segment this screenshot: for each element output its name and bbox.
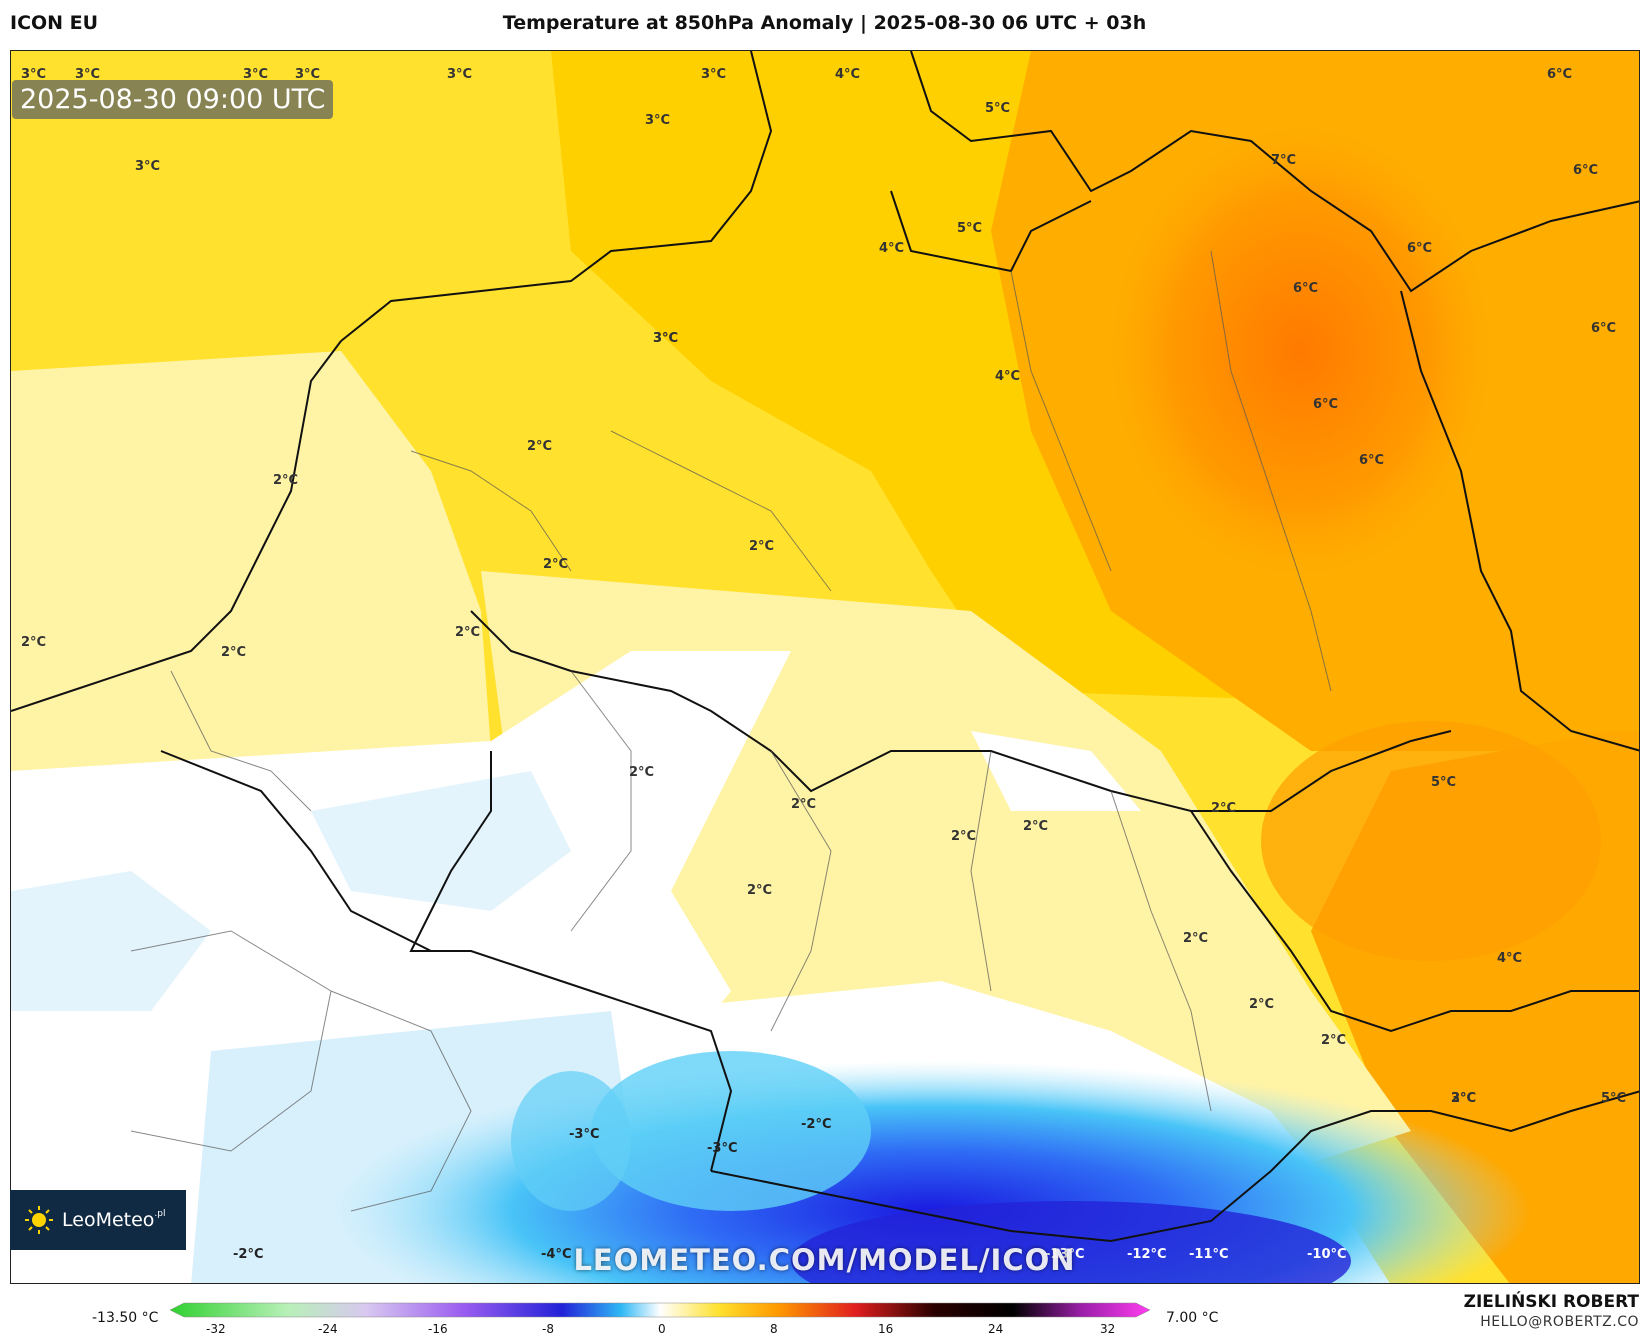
contour-label: 6°C bbox=[1407, 241, 1433, 256]
contour-label: 2°C bbox=[543, 557, 569, 572]
leometeo-logo[interactable]: LeoMeteo.pl bbox=[10, 1190, 186, 1250]
colorbar-tick: 24 bbox=[988, 1322, 1004, 1336]
contour-label: 3°C bbox=[653, 331, 679, 346]
contour-label: 5°C bbox=[985, 101, 1011, 116]
contour-label: 5°C bbox=[1601, 1091, 1627, 1106]
colorbar bbox=[170, 1302, 1150, 1318]
contour-label: 6°C bbox=[1591, 321, 1617, 336]
logo-text: LeoMeteo.pl bbox=[62, 1209, 166, 1231]
author-name: ZIELIŃSKI ROBERT bbox=[1463, 1292, 1639, 1312]
contour-label: 3°C bbox=[1451, 1091, 1477, 1106]
contour-label: 3°C bbox=[21, 67, 47, 82]
contour-label: -12°C bbox=[1127, 1247, 1167, 1262]
contour-label: 2°C bbox=[629, 765, 655, 780]
contour-label: 5°C bbox=[1431, 775, 1457, 790]
contour-label: 2°C bbox=[1211, 801, 1237, 816]
colorbar-tick: -32 bbox=[206, 1322, 226, 1336]
contour-label: 2°C bbox=[749, 539, 775, 554]
contour-label: -4°C bbox=[541, 1247, 572, 1262]
contour-label: 2°C bbox=[791, 797, 817, 812]
contour-label: 3°C bbox=[447, 67, 473, 82]
sun-icon bbox=[25, 1206, 53, 1234]
colorbar-tick: 8 bbox=[770, 1322, 778, 1336]
contour-label: 6°C bbox=[1573, 163, 1599, 178]
contour-label: 2°C bbox=[1321, 1033, 1347, 1048]
colorbar-tick: 16 bbox=[878, 1322, 894, 1336]
contour-label: 6°C bbox=[1359, 453, 1385, 468]
author-email[interactable]: HELLO@ROBERTZ.CO bbox=[1480, 1314, 1639, 1330]
contour-label: -10°C bbox=[1307, 1247, 1347, 1262]
contour-label: 4°C bbox=[879, 241, 905, 256]
contour-label: 2°C bbox=[1023, 819, 1049, 834]
colorbar-tick: 32 bbox=[1100, 1322, 1116, 1336]
colorbar-tick: 0 bbox=[658, 1322, 666, 1336]
watermark: LEOMETEO.COM/MODEL/ICON bbox=[573, 1243, 1076, 1277]
contour-label: 6°C bbox=[1547, 67, 1573, 82]
contour-label: 2°C bbox=[951, 829, 977, 844]
colorbar-max-label: 7.00 °C bbox=[1166, 1310, 1219, 1326]
contour-label: -11°C bbox=[1189, 1247, 1229, 1262]
contour-label: -3°C bbox=[569, 1127, 600, 1142]
contour-label: -2°C bbox=[233, 1247, 264, 1262]
chart-title: Temperature at 850hPa Anomaly | 2025-08-… bbox=[502, 12, 1147, 34]
contour-label: 2°C bbox=[747, 883, 773, 898]
contour-label: -13°C bbox=[1045, 1247, 1085, 1262]
contour-label: 6°C bbox=[1313, 397, 1339, 412]
contour-label: 3°C bbox=[243, 67, 269, 82]
contour-label: 2°C bbox=[21, 635, 47, 650]
contour-label: 4°C bbox=[835, 67, 861, 82]
anomaly-map[interactable]: 3°C 3°C 3°C 3°C 3°C 3°C 3°C 4°C 3°C 3°C … bbox=[10, 50, 1640, 1284]
contour-label: -3°C bbox=[707, 1141, 738, 1156]
contour-label: 3°C bbox=[701, 67, 727, 82]
valid-time-badge: 2025-08-30 09:00 UTC bbox=[12, 80, 334, 119]
contour-label: -2°C bbox=[801, 1117, 832, 1132]
contour-label: 6°C bbox=[1293, 281, 1319, 296]
contour-label: 3°C bbox=[75, 67, 101, 82]
contour-label: 3°C bbox=[645, 113, 671, 128]
colorbar-min-label: -13.50 °C bbox=[92, 1310, 159, 1326]
logo-name: LeoMeteo bbox=[62, 1209, 155, 1231]
map-svg bbox=[11, 51, 1639, 1283]
contour-label: 2°C bbox=[527, 439, 553, 454]
contour-label: 3°C bbox=[295, 67, 321, 82]
contour-label: 2°C bbox=[455, 625, 481, 640]
logo-suffix: .pl bbox=[154, 1209, 166, 1219]
colorbar-tick: -16 bbox=[428, 1322, 448, 1336]
contour-label: 4°C bbox=[995, 369, 1021, 384]
contour-label: 2°C bbox=[1183, 931, 1209, 946]
contour-label: 2°C bbox=[1249, 997, 1275, 1012]
model-name: ICON EU bbox=[10, 12, 99, 34]
contour-label: 2°C bbox=[273, 473, 299, 488]
contour-label: 3°C bbox=[653, 331, 679, 346]
contour-label: 4°C bbox=[1497, 951, 1523, 966]
colorbar-tick: -24 bbox=[318, 1322, 338, 1336]
colorbar-tick: -8 bbox=[542, 1322, 554, 1336]
contour-label: 5°C bbox=[957, 221, 983, 236]
contour-label: 7°C bbox=[1271, 153, 1297, 168]
contour-label: 2°C bbox=[1451, 1091, 1477, 1106]
contour-label: 3°C bbox=[135, 159, 161, 174]
contour-label: 2°C bbox=[221, 645, 247, 660]
